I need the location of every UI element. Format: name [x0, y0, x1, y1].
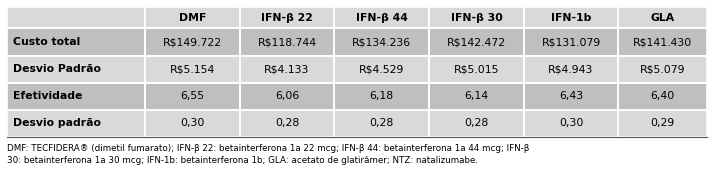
Text: Custo total: Custo total: [13, 37, 80, 47]
Bar: [523, 110, 619, 137]
Text: DMF: TECFIDERA® (dimetil fumarato); IFN-β 22: betainterferona 1a 22 mcg; IFN-β 4: DMF: TECFIDERA® (dimetil fumarato); IFN-…: [7, 144, 530, 165]
Text: 0,30: 0,30: [559, 118, 583, 129]
Bar: [145, 110, 239, 137]
Bar: [335, 83, 429, 110]
Bar: [523, 28, 619, 56]
Text: R$5.154: R$5.154: [169, 64, 215, 74]
Text: R$141.430: R$141.430: [633, 37, 692, 47]
Bar: [7, 7, 145, 28]
Bar: [239, 56, 335, 83]
Text: 0,28: 0,28: [370, 118, 394, 129]
Text: R$4.529: R$4.529: [359, 64, 404, 74]
Text: IFN-β 22: IFN-β 22: [261, 13, 313, 23]
Text: 0,30: 0,30: [180, 118, 205, 129]
Bar: [239, 83, 335, 110]
Text: Desvio Padrão: Desvio Padrão: [13, 64, 101, 74]
Bar: [239, 7, 335, 28]
Bar: [145, 28, 239, 56]
Bar: [7, 83, 145, 110]
Text: GLA: GLA: [650, 13, 675, 23]
Text: 6,40: 6,40: [650, 91, 675, 101]
Text: 6,43: 6,43: [559, 91, 583, 101]
Text: 0,29: 0,29: [650, 118, 675, 129]
Bar: [619, 83, 707, 110]
Text: DMF: DMF: [179, 13, 206, 23]
Text: R$5.079: R$5.079: [640, 64, 686, 74]
Bar: [429, 56, 523, 83]
Text: 6,18: 6,18: [370, 91, 394, 101]
Bar: [335, 7, 429, 28]
Text: R$4.133: R$4.133: [265, 64, 310, 74]
Text: R$134.236: R$134.236: [352, 37, 411, 47]
Text: 6,55: 6,55: [180, 91, 204, 101]
Text: 6,06: 6,06: [275, 91, 299, 101]
Bar: [7, 110, 145, 137]
Bar: [619, 110, 707, 137]
Bar: [145, 83, 239, 110]
Text: 0,28: 0,28: [275, 118, 299, 129]
Bar: [335, 56, 429, 83]
Bar: [145, 7, 239, 28]
Text: IFN-β 44: IFN-β 44: [355, 13, 407, 23]
Text: R$5.015: R$5.015: [454, 64, 499, 74]
Bar: [523, 56, 619, 83]
Text: R$118.744: R$118.744: [257, 37, 317, 47]
Text: IFN-1b: IFN-1b: [551, 13, 591, 23]
Bar: [619, 7, 707, 28]
Bar: [429, 83, 523, 110]
Bar: [7, 28, 145, 56]
Bar: [335, 28, 429, 56]
Text: 0,28: 0,28: [464, 118, 489, 129]
Bar: [523, 83, 619, 110]
Bar: [429, 28, 523, 56]
Text: R$131.079: R$131.079: [541, 37, 601, 47]
Bar: [429, 7, 523, 28]
Bar: [619, 28, 707, 56]
Text: R$4.943: R$4.943: [549, 64, 594, 74]
Text: Efetividade: Efetividade: [13, 91, 82, 101]
Text: IFN-β 30: IFN-β 30: [451, 13, 503, 23]
Text: 6,14: 6,14: [464, 91, 488, 101]
Text: R$149.722: R$149.722: [163, 37, 222, 47]
Bar: [7, 56, 145, 83]
Bar: [239, 28, 335, 56]
Bar: [429, 110, 523, 137]
Text: R$142.472: R$142.472: [447, 37, 506, 47]
Bar: [239, 110, 335, 137]
Bar: [335, 110, 429, 137]
Bar: [145, 56, 239, 83]
Text: Desvio padrão: Desvio padrão: [13, 118, 101, 129]
Bar: [523, 7, 619, 28]
Bar: [619, 56, 707, 83]
